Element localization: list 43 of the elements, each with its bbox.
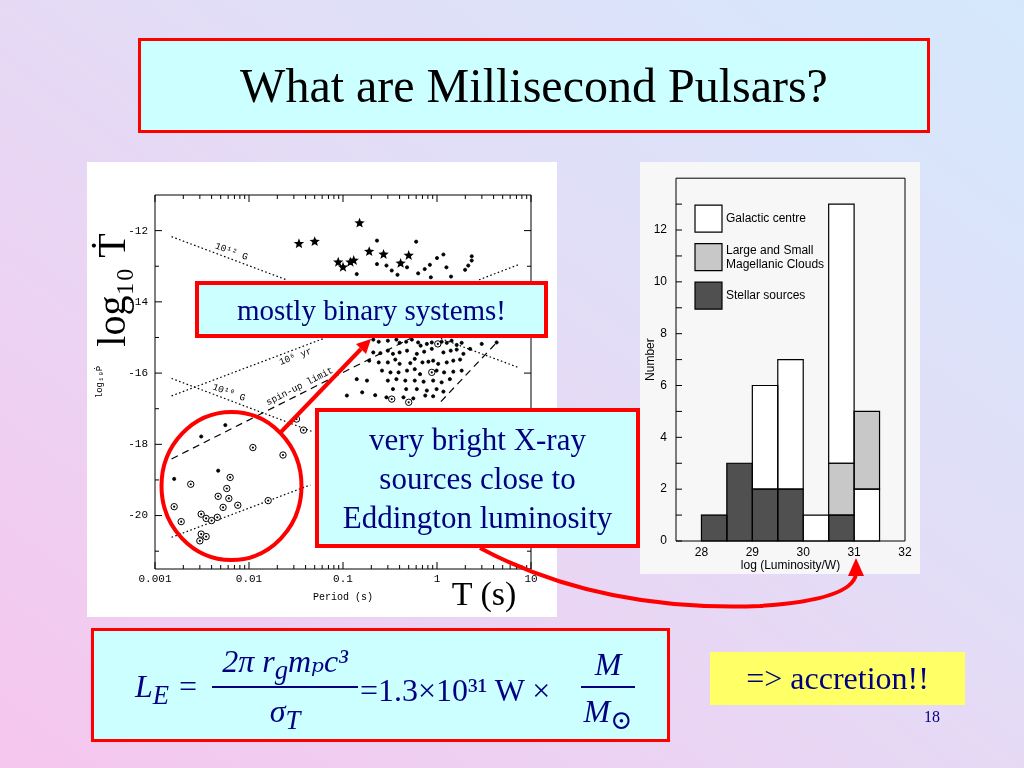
y-tick-label: -12 [128,224,148,237]
x-tick-label: 28 [694,544,709,559]
x-tick-label: 32 [898,544,912,559]
x-axis-title: log (Luminosity/W) [740,558,841,573]
x-axis-title: Period (s) [312,591,374,603]
y-tick-label: 10 [653,274,668,289]
x-tick-label: 31 [847,544,862,559]
text: What are Millisecond Pulsars? [240,58,828,113]
y-axis-title: Number [642,338,657,381]
text: 2π r$_{g}$mₚc³ [222,641,348,687]
x-tick-label: 10 [524,572,538,585]
y-tick-label: 4 [660,429,668,444]
text: 10¹² G [213,240,250,263]
y-tick-label: 2 [660,481,668,496]
text: 10¹⁰ G [210,381,248,404]
annotation: mostly binary systems! [236,292,507,327]
y-tick-label: -20 [128,509,148,522]
y-tick-label: 6 [660,377,668,392]
y-tick-label: 0 [660,533,668,548]
annotation: very bright X-ray sources close to Eddington luminosity [341,420,614,537]
y-tick-label: 8 [660,326,668,340]
legend-label: Stellar sources [726,288,806,303]
x-tick-label: 0.001 [138,572,172,585]
text: L$_{E}$ = [135,668,199,712]
x-tick-label: 0.1 [333,572,354,585]
text: M [594,645,622,683]
legend-label: Galactic centre [726,211,807,226]
legend-label: Large and Small Magellanic Clouds [726,242,825,271]
y-tick-label: -16 [128,367,148,379]
x-tick-label: 29 [745,544,760,559]
text: => accretion!! [746,660,929,697]
x-tick-label: 1 [433,572,441,585]
text: M$_{⊙}$ [583,693,633,737]
text: =1.3×10³¹ W × [360,671,551,709]
x-tick-label: 0.01 [235,572,263,585]
y-tick-label: 12 [653,222,668,237]
y-axis-title: log₁₀Ṗ [93,365,105,399]
y-tick-label: -18 [128,438,148,451]
text: σ$_{T}$ [269,693,301,737]
text: T (s) [451,575,517,612]
x-tick-label: 30 [796,544,811,559]
text: 18 [924,708,940,726]
text: 10⁶ yr [277,345,314,368]
